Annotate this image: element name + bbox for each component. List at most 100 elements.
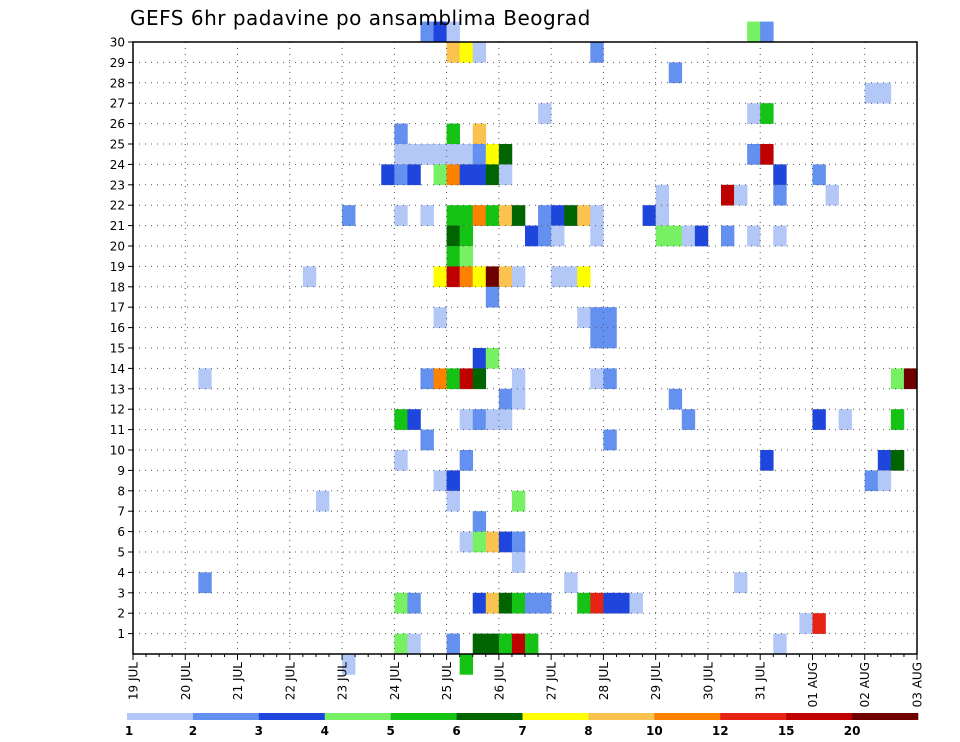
- heatmap-cell: [472, 164, 487, 186]
- heatmap-cell: [498, 164, 513, 186]
- y-tick-label: 9: [117, 464, 125, 478]
- legend-swatch: [192, 713, 260, 720]
- heatmap-cell: [485, 409, 500, 430]
- heatmap-cell: [485, 164, 500, 186]
- heatmap-cell: [446, 633, 460, 655]
- y-tick-label: 16: [110, 321, 125, 335]
- heatmap-cell: [446, 144, 460, 165]
- heatmap-cell: [590, 307, 604, 328]
- heatmap-cell: [760, 103, 774, 124]
- legend-swatch: [258, 713, 326, 720]
- x-tick-label: 03 AUG: [911, 662, 925, 707]
- x-axis: 19 JUL 20 JUL 21 JUL 22 JUL 23 JUL 24 JUL 25 J…: [127, 654, 925, 707]
- heatmap-cell: [799, 613, 813, 634]
- y-tick-label: 27: [110, 97, 125, 111]
- heatmap-cell: [342, 654, 356, 675]
- heatmap-cell: [472, 511, 487, 532]
- heatmap-cell: [525, 633, 539, 655]
- heatmap-cell: [498, 205, 513, 226]
- heatmap-cell: [721, 225, 735, 247]
- heatmap-cell: [812, 613, 826, 634]
- heatmap-cell: [903, 368, 918, 390]
- x-tick-label: 27 JUL: [545, 662, 559, 700]
- heatmap-cell: [773, 225, 787, 247]
- heatmap-cell: [668, 225, 683, 247]
- heatmap-cell: [485, 531, 500, 553]
- heatmap-cell: [472, 144, 487, 165]
- heatmap-cell: [420, 429, 434, 451]
- legend-label: 8: [584, 724, 592, 738]
- x-tick-label: 19 JUL: [127, 662, 141, 700]
- legend-label: 10: [646, 724, 663, 738]
- heatmap-cell: [498, 388, 513, 410]
- y-tick-label: 14: [110, 362, 125, 376]
- y-tick-label: 30: [110, 36, 125, 50]
- heatmap-cell: [551, 225, 565, 247]
- heatmap-cell: [747, 21, 761, 43]
- legend-label: 1: [125, 724, 133, 738]
- heatmap-cell: [459, 144, 474, 165]
- legend-label: 4: [321, 724, 329, 738]
- heatmap-cell: [511, 552, 526, 573]
- heatmap-cell: [459, 450, 474, 471]
- heatmap-cell: [498, 633, 513, 655]
- heatmap-cell: [433, 368, 447, 390]
- legend-label: 3: [255, 724, 263, 738]
- heatmap-cell: [655, 184, 670, 206]
- y-tick-label: 18: [110, 280, 125, 294]
- y-tick-label: 17: [110, 301, 125, 315]
- y-tick-label: 15: [110, 342, 125, 356]
- heatmap-cell: [890, 409, 905, 430]
- heatmap-cell: [407, 633, 421, 655]
- heatmap-cell: [511, 205, 526, 226]
- heatmap-cell: [498, 144, 513, 165]
- heatmap-cell: [459, 164, 474, 186]
- heatmap-cell: [538, 205, 552, 226]
- y-axis: 1234567891011121314151617181920212223242…: [110, 36, 133, 641]
- heatmap-cell: [433, 21, 447, 43]
- y-tick-label: 2: [117, 607, 125, 621]
- legend-label: 12: [712, 724, 729, 738]
- legend-swatch: [324, 713, 391, 720]
- heatmap-cell: [485, 286, 500, 308]
- x-tick-label: 29 JUL: [649, 662, 663, 700]
- heatmap-cell: [681, 409, 696, 430]
- heatmap-cell: [498, 592, 513, 614]
- heatmap-cell: [838, 409, 852, 430]
- x-tick-label: 31 JUL: [754, 662, 768, 700]
- heatmap-cell: [734, 572, 748, 594]
- heatmap-cell: [394, 409, 408, 430]
- heatmap-cell: [459, 225, 474, 247]
- legend-swatch: [456, 713, 523, 720]
- heatmap-cell: [394, 450, 408, 471]
- heatmap-cell: [315, 490, 330, 512]
- heatmap-cell: [446, 470, 460, 492]
- heatmap-cell: [747, 225, 761, 247]
- heatmap-cell: [446, 205, 460, 226]
- heatmap-cell: [446, 42, 460, 63]
- legend-swatch: [390, 713, 457, 720]
- y-tick-label: 20: [110, 240, 125, 254]
- heatmap-cell: [877, 450, 892, 471]
- heatmap-cells: [198, 21, 918, 675]
- heatmap-cell: [433, 307, 447, 328]
- heatmap-cell: [472, 368, 487, 390]
- heatmap-cell: [551, 266, 565, 288]
- x-tick-label: 24 JUL: [388, 662, 402, 700]
- heatmap-cell: [694, 225, 709, 247]
- heatmap-cell: [603, 368, 617, 390]
- heatmap-cell: [446, 266, 460, 288]
- y-tick-label: 7: [117, 505, 125, 519]
- legend-label: 6: [452, 724, 460, 738]
- heatmap-cell: [825, 184, 839, 206]
- heatmap-cell: [590, 205, 604, 226]
- heatmap-cell: [472, 266, 487, 288]
- heatmap-cell: [198, 572, 212, 594]
- legend-swatch: [852, 713, 919, 720]
- heatmap-cell: [812, 409, 826, 430]
- legend-label: 15: [778, 724, 795, 738]
- heatmap-cell: [420, 144, 434, 165]
- heatmap-cell: [564, 266, 578, 288]
- heatmap-cell: [472, 633, 487, 655]
- heatmap-cell: [877, 82, 892, 104]
